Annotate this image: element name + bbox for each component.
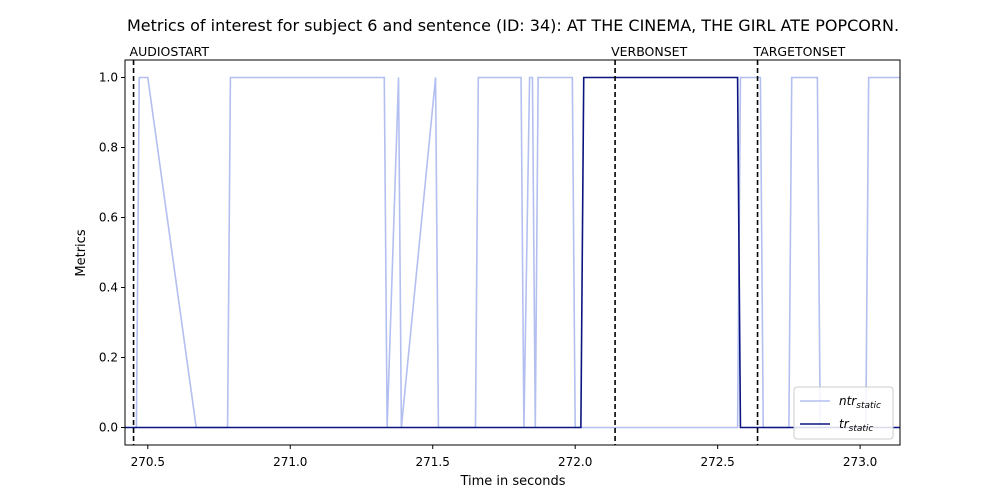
x-tick-label: 271.0 [273,455,307,469]
x-tick-label: 270.5 [131,455,165,469]
legend-label-ntr_static: ntrstatic [839,394,881,411]
plot-area: AUDIOSTART VERBONSET TARGETONSET [124,44,901,446]
y-axis: 0.0 0.2 0.4 0.6 0.8 1.0 [99,71,125,435]
chart-title: Metrics of interest for subject 6 and se… [127,16,899,35]
legend: ntrstatic trstatic [793,386,894,440]
x-axis-label: Time in seconds [459,474,565,489]
event-layer: AUDIOSTART VERBONSET TARGETONSET [130,44,846,445]
x-tick-label: 273.0 [843,455,877,469]
event-label-targetonset: TARGETONSET [753,44,846,59]
event-label-audiostart: AUDIOSTART [130,44,210,59]
y-tick-label: 1.0 [99,71,118,85]
legend-label-tr_static: trstatic [839,417,873,434]
y-tick-label: 0.8 [99,141,118,155]
series-layer [125,76,900,429]
y-tick-label: 0.4 [99,281,118,295]
plot-frame [124,59,901,446]
x-tick-label: 271.5 [416,455,450,469]
x-axis: 270.5 271.0 271.5 272.0 272.5 273.0 [131,445,877,469]
legend-box [793,386,894,440]
event-label-verbonset: VERBONSET [611,44,688,59]
series-line-tr_static [125,76,900,429]
y-tick-label: 0.2 [99,351,118,365]
y-tick-label: 0.6 [99,211,118,225]
x-tick-label: 272.0 [558,455,592,469]
y-tick-label: 0.0 [99,421,118,435]
x-tick-label: 272.5 [700,455,734,469]
series-line-ntr_static [133,76,900,429]
y-axis-label: Metrics [74,229,89,276]
